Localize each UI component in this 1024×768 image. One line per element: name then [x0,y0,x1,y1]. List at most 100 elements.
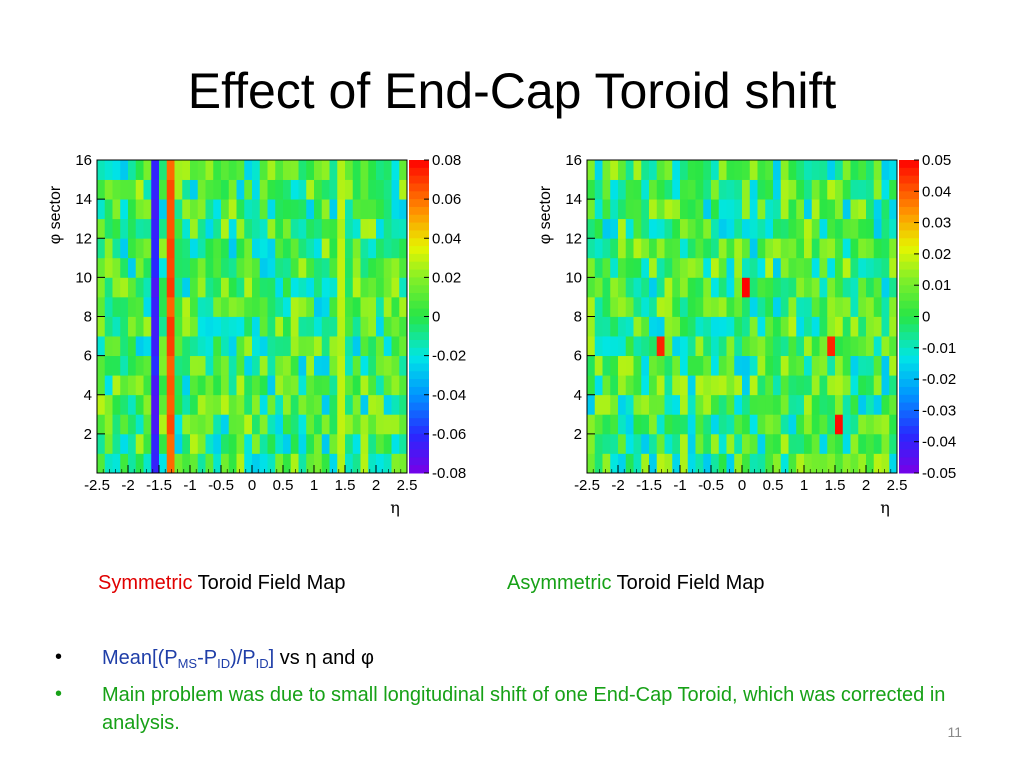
heatmap-cell [850,336,859,357]
heatmap-cell [135,218,144,239]
heatmap-cell [765,375,774,396]
heatmap-cell [213,316,222,337]
heatmap-cell [625,257,634,278]
heatmap-cell [610,160,619,180]
heatmap-cell [641,355,650,376]
heatmap-cell [321,199,330,220]
heatmap-cell [368,433,377,454]
color-bar-step [899,261,919,271]
heatmap-cell [104,453,113,474]
color-bar-step [899,347,919,357]
heatmap-cell [236,277,245,298]
heatmap-cell [143,355,152,376]
heatmap-cell [796,218,805,239]
heatmap-cell [827,355,836,376]
heatmap-cell [205,199,214,220]
heatmap-cell [283,375,292,396]
heatmap-cell [835,296,844,317]
heatmap-cell [236,433,245,454]
heatmap-cell [376,296,385,317]
heatmap-cell [205,433,214,454]
heatmap-cell [835,414,844,435]
heatmap-cell [656,453,665,474]
heatmap-cell [314,199,323,220]
heatmap-cell [742,355,751,376]
heatmap-cell [742,257,751,278]
heatmap-cell [804,414,813,435]
x-tick-label: 1 [800,477,808,494]
heatmap-cell [602,375,611,396]
heatmap-cell [664,277,673,298]
heatmap-cell [866,199,875,220]
heatmap-cell [104,414,113,435]
heatmap-cell [329,238,338,259]
heatmap-cell [835,199,844,220]
heatmap-cell [213,218,222,239]
heatmap-cell [804,355,813,376]
heatmap-cell [306,336,315,357]
heatmap-cell [656,238,665,259]
heatmap-cell [143,394,152,415]
heatmap-cell [773,277,782,298]
heatmap-cell [850,296,859,317]
heatmap-cell [618,160,627,180]
heatmap-cell [97,179,106,200]
heatmap-cell [252,218,261,239]
heatmap-cell [275,199,284,220]
heatmap-cell [391,453,400,474]
heatmap-cell [298,336,307,357]
heatmap-cell [656,375,665,396]
heatmap-cell [703,394,712,415]
heatmap-cell [835,218,844,239]
heatmap-cell [811,160,820,180]
heatmap-cell [788,238,797,259]
heatmap-cell [734,316,743,337]
heatmap-cell [734,394,743,415]
heatmap-cell [687,394,696,415]
mean-prefix: Mean[(P [102,647,178,669]
heatmap-cell [275,394,284,415]
heatmap-cell [267,316,276,337]
heatmap-cell [321,218,330,239]
heatmap-cell [773,433,782,454]
color-bar-step [409,418,429,427]
heatmap-cell [664,433,673,454]
heatmap-cell [695,199,704,220]
heatmap-cell [151,433,160,454]
heatmap-cell [680,316,689,337]
heatmap-cell [866,316,875,337]
heatmap-cell [182,316,191,337]
heatmap-cell [337,160,346,180]
color-bar-step [409,183,429,192]
heatmap-cell [711,257,720,278]
heatmap-cell [703,277,712,298]
heatmap-cell [773,238,782,259]
heatmap-cell [633,375,642,396]
heatmap-cell [352,218,361,239]
heatmap-cell [205,179,214,200]
heatmap-cell [314,160,323,180]
color-bar-step [899,379,919,388]
heatmap-cell [205,414,214,435]
heatmap-cell [649,433,658,454]
heatmap-cell [602,160,611,180]
heatmap-cell [128,238,137,259]
heatmap-cell [711,394,720,415]
heatmap-cell [850,199,859,220]
heatmap-cell [213,433,222,454]
heatmap-cell [796,179,805,200]
heatmap-cell [259,218,268,239]
heatmap-cell [143,238,152,259]
heatmap-cell [703,316,712,337]
heatmap-cell [228,179,237,200]
heatmap-cell [780,218,789,239]
heatmap-cell [259,316,268,337]
heatmap-cell [827,179,836,200]
heatmap-cell [112,375,121,396]
heatmap-cell [587,199,596,220]
heatmap-cell [151,355,160,376]
heatmap-cell [804,336,813,357]
color-bar-step [409,308,429,317]
heatmap-cell [213,394,222,415]
color-bar-step [899,222,919,231]
